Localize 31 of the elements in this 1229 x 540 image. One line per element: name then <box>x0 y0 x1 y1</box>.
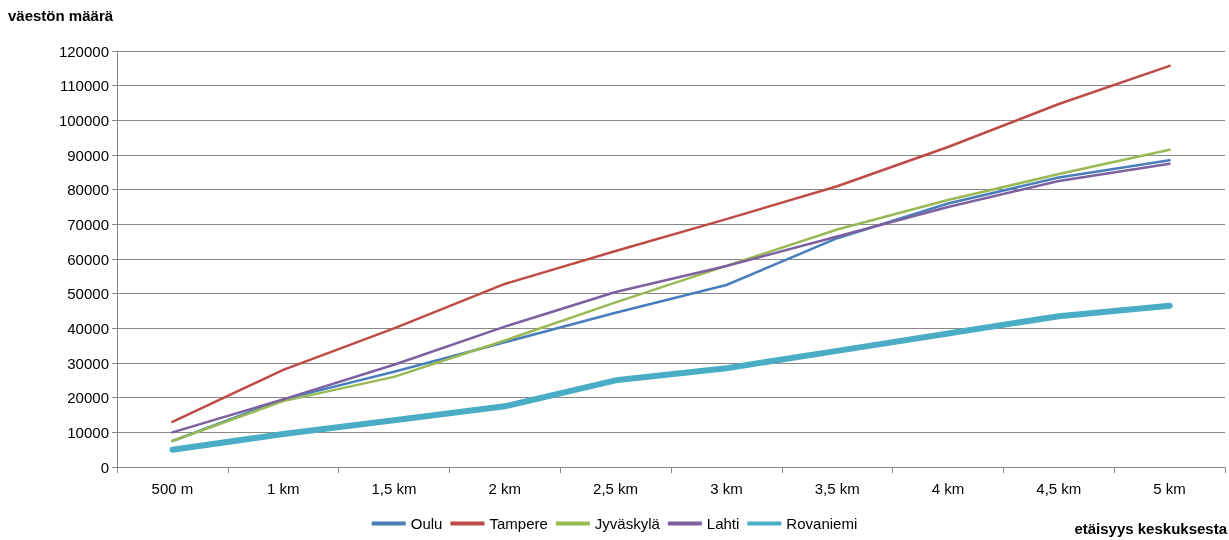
x-tick-label: 1,5 km <box>371 480 417 497</box>
legend-label: Lahti <box>706 515 740 532</box>
x-tick-label: 3 km <box>710 480 743 497</box>
y-axis-title: väestön määrä <box>8 7 114 24</box>
x-tick-label: 5 km <box>1153 480 1186 497</box>
legend-label: Rovaniemi <box>786 515 858 532</box>
y-tick-label: 110000 <box>60 77 109 95</box>
x-tick-label: 4 km <box>931 480 965 497</box>
x-tick-label: 3,5 km <box>814 480 860 497</box>
x-tick-label: 2 km <box>488 480 522 497</box>
legend-label: Tampere <box>489 515 548 532</box>
y-tick-label: 90000 <box>67 146 109 164</box>
y-tick-label: 20000 <box>67 389 109 407</box>
y-tick-label: 30000 <box>67 354 109 372</box>
x-tick-label: 500 m <box>151 480 194 497</box>
y-tick-label: 40000 <box>67 319 109 337</box>
y-tick-label: 60000 <box>67 250 109 268</box>
y-tick-label: 120000 <box>58 42 109 60</box>
y-tick-label: 80000 <box>67 181 109 199</box>
x-tick-label: 4,5 km <box>1036 480 1082 497</box>
x-tick-label: 2,5 km <box>593 480 639 497</box>
y-tick-label: 10000 <box>67 423 109 441</box>
line-series <box>171 64 1171 424</box>
y-tick-label: 0 <box>100 458 109 476</box>
x-tick-label: 1 km <box>266 480 300 497</box>
y-tick-label: 100000 <box>58 111 109 129</box>
x-axis-title: etäisyys keskuksesta <box>1074 520 1228 537</box>
legend-label: Oulu <box>410 515 443 532</box>
y-tick-label: 70000 <box>67 215 109 233</box>
legend-label: Jyväskylä <box>594 515 661 532</box>
y-tick-label: 50000 <box>67 285 109 303</box>
